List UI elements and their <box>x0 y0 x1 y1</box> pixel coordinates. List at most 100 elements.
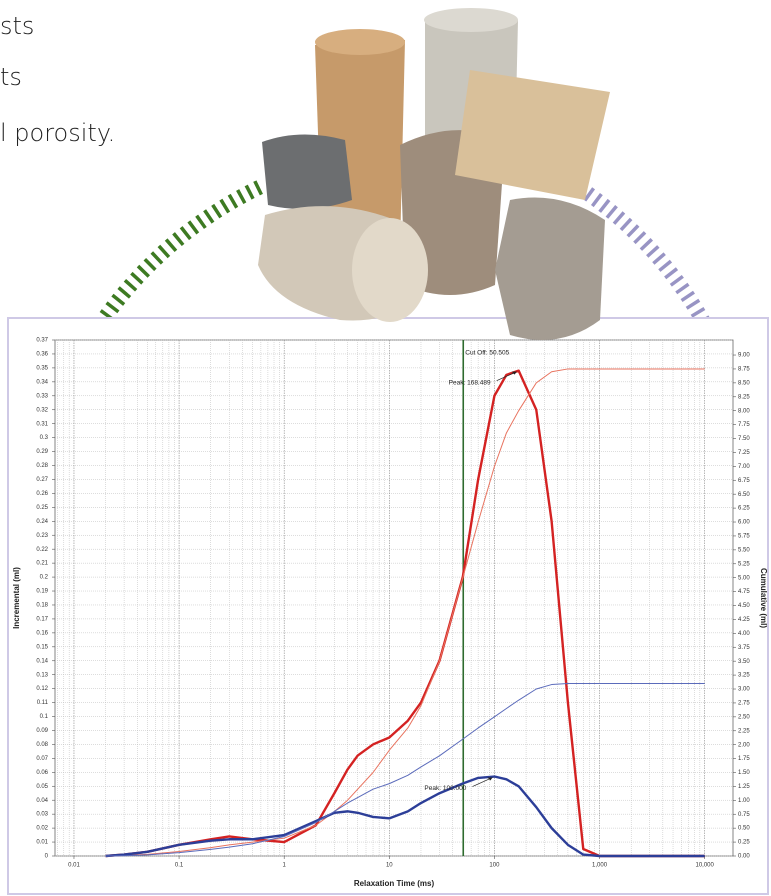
plot-area <box>54 339 734 857</box>
y2-tick-label: 6.50 <box>738 492 750 498</box>
peak-arrowhead <box>511 371 517 375</box>
y-tick-label: 0.13 <box>36 672 48 678</box>
y-tick-label: 0.25 <box>36 505 48 511</box>
y2-tick-label: 3.75 <box>738 645 750 651</box>
y2-tick-label: 2.50 <box>738 714 750 720</box>
y2-tick-label: 4.25 <box>738 617 750 623</box>
y2-tick-label: 4.00 <box>738 631 750 637</box>
y-tick-label: 0.02 <box>36 826 48 832</box>
plot: 0 0.01 0.02 0.03 0.04 0.05 0.06 0.07 0.08 0.09 0.1… <box>36 338 750 869</box>
y-tick-label: 0.01 <box>36 840 48 846</box>
y-tick-label: 0.03 <box>36 812 48 818</box>
y2-tick-label: 2.25 <box>738 728 750 734</box>
x-tick-label: 1 <box>283 863 287 869</box>
y2-axis-title: Cumulative (ml) <box>759 568 768 628</box>
purple-arc <box>575 181 715 334</box>
green-arc <box>88 179 266 337</box>
y-tick-label: 0.28 <box>36 463 48 469</box>
rock <box>455 70 610 200</box>
x-tick-label: 1,000 <box>592 863 608 869</box>
y-tick-label: 0.22 <box>36 547 48 553</box>
peak-arrowhead <box>487 777 493 781</box>
x-axis-title: Relaxation Time (ms) <box>354 879 435 888</box>
y2-tick-label: 5.75 <box>738 534 750 540</box>
y2-tick-label: 4.75 <box>738 589 750 595</box>
y2-tick-label: 3.00 <box>738 687 750 693</box>
y2-tick-label: 6.25 <box>738 506 750 512</box>
y2-tick-label: 3.50 <box>738 659 750 665</box>
y-tick-label: 0.19 <box>36 589 48 595</box>
y-tick-label: 0.36 <box>36 352 48 358</box>
y2-tick-label: 0.50 <box>738 826 750 832</box>
y2-tick-label: 0.25 <box>738 840 750 846</box>
y2-tick-label: 1.75 <box>738 756 750 762</box>
intro-text: sts <box>0 12 34 40</box>
y2-tick-label: 5.00 <box>738 575 750 581</box>
y2-tick-label: 6.75 <box>738 478 750 484</box>
y-tick-label: 0.11 <box>37 700 49 706</box>
x-tick-label: 10,000 <box>695 863 714 869</box>
y-tick-label: 0.34 <box>36 379 48 385</box>
y-tick-label: 0.29 <box>36 449 48 455</box>
y-tick-label: 0.2 <box>40 575 49 581</box>
y2-tick-label: 4.50 <box>738 603 750 609</box>
y2-tick-label: 2.75 <box>738 701 750 707</box>
y2-tick-label: 1.50 <box>738 770 750 776</box>
y-tick-label: 0.08 <box>36 742 48 748</box>
y-tick-label: 0.1 <box>40 714 49 720</box>
y2-tick-label: 5.50 <box>738 547 750 553</box>
y-tick-label: 0.21 <box>36 561 48 567</box>
y2-tick-label: 8.50 <box>738 380 750 386</box>
y-tick-label: 0.17 <box>36 616 48 622</box>
x-tick-label: 100 <box>489 863 500 869</box>
y-tick-label: 0.05 <box>36 784 48 790</box>
y2-tick-label: 0.75 <box>738 812 750 818</box>
cutoff-label: Cut Off: 50.505 <box>465 350 509 357</box>
series-line <box>105 775 705 858</box>
y2-tick-label: 0.00 <box>738 854 750 860</box>
y2-tick-label: 3.25 <box>738 673 750 679</box>
y-tick-label: 0.16 <box>36 630 48 636</box>
y-axis-title: Incremental (ml) <box>12 567 21 629</box>
y2-tick-label: 2.00 <box>738 742 750 748</box>
series-line <box>105 368 705 857</box>
y-tick-label: 0.04 <box>36 798 48 804</box>
y2-tick-label: 8.75 <box>738 367 750 373</box>
y-tick-label: 0.06 <box>36 770 48 776</box>
y2-tick-label: 7.00 <box>738 464 750 470</box>
y-tick-label: 0.35 <box>36 365 48 371</box>
rock <box>352 218 428 322</box>
y-tick-label: 0.26 <box>36 491 48 497</box>
series-line <box>105 369 705 858</box>
y-tick-label: 0.31 <box>36 421 48 427</box>
y-tick-label: 0.23 <box>36 533 48 539</box>
y-tick-label: 0.24 <box>36 519 48 525</box>
y-tick-label: 0.09 <box>36 728 48 734</box>
y-tick-label: 0.27 <box>36 477 48 483</box>
y-tick-label: 0.33 <box>36 393 48 399</box>
y2-tick-label: 1.25 <box>738 784 750 790</box>
y2-tick-label: 6.00 <box>738 520 750 526</box>
y-tick-label: 0.15 <box>36 644 48 650</box>
rock <box>424 8 518 32</box>
y-tick-label: 0.07 <box>36 756 48 762</box>
chart: 0 0.01 0.02 0.03 0.04 0.05 0.06 0.07 0.08 0.09 0.1… <box>7 317 769 895</box>
x-tick-label: 10 <box>386 863 393 869</box>
y2-tick-label: 8.25 <box>738 394 750 400</box>
intro-text: ts <box>0 63 22 91</box>
rock-samples <box>258 8 610 340</box>
y2-tick-label: 1.00 <box>738 798 750 804</box>
y2-tick-label: 5.25 <box>738 561 750 567</box>
y2-tick-label: 7.50 <box>738 436 750 442</box>
peak-label: Peak: 168.489 <box>449 379 491 386</box>
y-tick-label: 0.3 <box>40 435 49 441</box>
x-tick-label: 0.01 <box>68 863 80 869</box>
y2-tick-label: 8.00 <box>738 408 750 414</box>
series-line <box>105 682 705 857</box>
y2-tick-label: 7.25 <box>738 450 750 456</box>
y2-tick-label: 7.75 <box>738 422 750 428</box>
y-tick-label: 0.37 <box>36 338 48 344</box>
y-tick-label: 0.18 <box>36 603 48 609</box>
y-tick-label: 0.14 <box>36 658 48 664</box>
